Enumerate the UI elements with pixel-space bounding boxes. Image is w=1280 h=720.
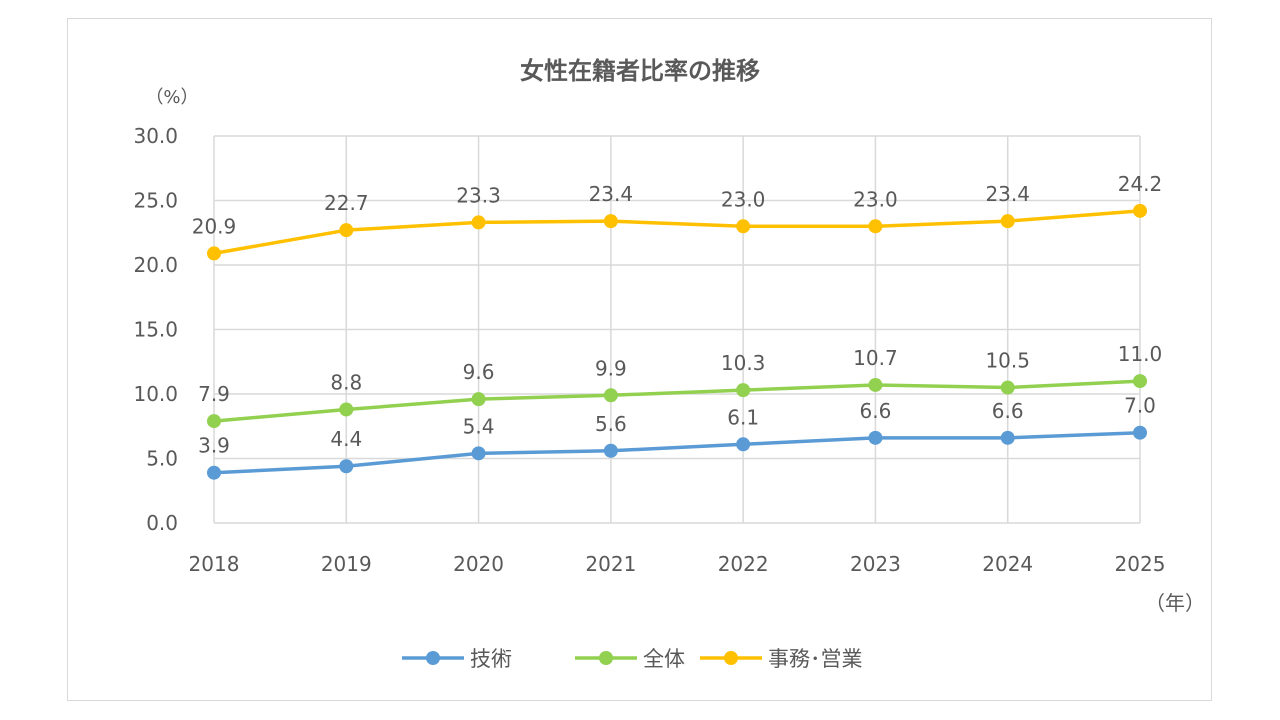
legend-label-2: 事務･営業 <box>768 647 863 671</box>
data-point <box>471 215 486 230</box>
data-label: 5.6 <box>595 412 627 436</box>
data-point <box>471 392 486 407</box>
data-point <box>736 383 751 398</box>
data-label: 5.4 <box>463 414 495 438</box>
data-point <box>207 246 221 261</box>
x-tick-label: 2022 <box>718 552 769 576</box>
data-point <box>207 414 221 429</box>
chart-frame <box>67 18 1212 701</box>
data-point <box>1000 214 1015 229</box>
data-label: 20.9 <box>192 214 237 238</box>
data-point <box>1000 380 1015 395</box>
data-point <box>868 219 883 234</box>
y-tick-label: 0.0 <box>146 511 178 535</box>
data-label: 11.0 <box>1118 342 1163 366</box>
data-point <box>339 223 354 238</box>
data-label: 23.0 <box>853 187 898 211</box>
x-tick-label: 2019 <box>321 552 372 576</box>
y-tick-label: 20.0 <box>133 253 178 277</box>
y-tick-label: 15.0 <box>133 318 178 342</box>
data-point <box>1133 425 1147 440</box>
legend-marker-1 <box>599 651 613 665</box>
data-point <box>736 437 751 452</box>
data-point <box>1133 203 1147 218</box>
legend-label-1: 全体 <box>643 647 685 671</box>
data-label: 8.8 <box>330 370 362 394</box>
data-label: 10.7 <box>853 346 898 370</box>
x-tick-label: 2018 <box>189 552 240 576</box>
y-tick-label: 25.0 <box>133 189 178 213</box>
data-point <box>603 443 618 458</box>
x-tick-label: 2025 <box>1115 552 1166 576</box>
data-point <box>1133 374 1147 389</box>
chart-title: 女性在籍者比率の推移 <box>520 57 760 85</box>
data-label: 6.1 <box>727 405 759 429</box>
data-label: 10.5 <box>985 349 1030 373</box>
data-point <box>207 465 221 480</box>
data-label: 24.2 <box>1118 172 1163 196</box>
legend-label-0: 技術 <box>470 647 512 671</box>
data-label: 23.0 <box>721 187 766 211</box>
data-point <box>868 430 883 445</box>
y-tick-label: 10.0 <box>133 382 178 406</box>
data-label: 3.9 <box>198 434 230 458</box>
x-axis-label: （年） <box>1145 591 1205 615</box>
y-axis-label: （%） <box>145 87 198 108</box>
data-point <box>603 214 618 229</box>
data-point <box>736 219 751 234</box>
legend-marker-0 <box>426 651 440 665</box>
data-label: 23.4 <box>589 182 634 206</box>
data-label: 6.6 <box>992 399 1024 423</box>
y-tick-label: 5.0 <box>146 447 178 471</box>
data-label: 10.3 <box>721 351 766 375</box>
data-label: 22.7 <box>324 191 369 215</box>
data-label: 7.9 <box>198 382 230 406</box>
series-line-0 <box>213 430 1141 475</box>
series-line-2 <box>213 209 1141 256</box>
x-tick-label: 2023 <box>850 552 901 576</box>
data-label: 9.6 <box>463 360 495 384</box>
data-label: 7.0 <box>1124 394 1156 418</box>
data-label: 6.6 <box>860 399 892 423</box>
data-point <box>603 388 618 403</box>
y-tick-label: 30.0 <box>133 124 178 148</box>
data-point <box>339 402 354 417</box>
data-point <box>471 446 486 461</box>
data-point <box>339 459 354 474</box>
data-point <box>868 377 883 392</box>
x-tick-label: 2021 <box>585 552 636 576</box>
series-line-1 <box>213 379 1141 423</box>
data-label: 23.3 <box>456 183 501 207</box>
data-point <box>1000 430 1015 445</box>
legend-marker-2 <box>724 651 738 665</box>
data-label: 4.4 <box>330 427 362 451</box>
data-label: 23.4 <box>985 182 1030 206</box>
data-label: 9.9 <box>595 356 627 380</box>
x-tick-label: 2024 <box>982 552 1033 576</box>
x-tick-label: 2020 <box>453 552 504 576</box>
